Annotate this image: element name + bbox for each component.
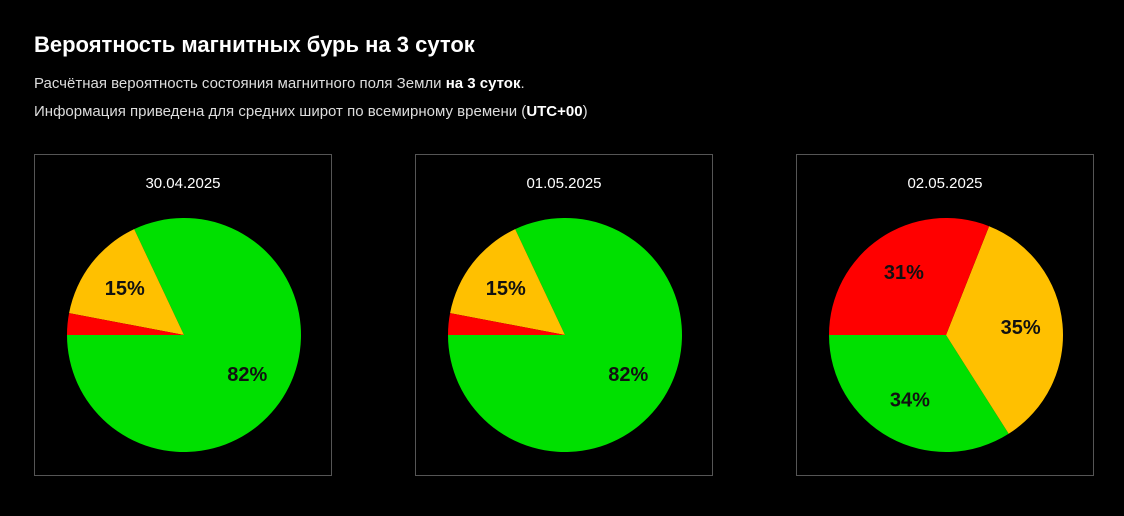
description-1-bold: на 3 суток bbox=[445, 75, 521, 92]
pie-chart: 34% 35% 31% bbox=[829, 217, 1063, 453]
forecast-card-1: 30.04.2025 82% 15% bbox=[34, 154, 332, 476]
forecast-card-3: 02.05.2025 34% 35% 31% bbox=[796, 154, 1094, 476]
pie-slice-yellow bbox=[946, 226, 1063, 434]
pie-data-label: 82% bbox=[608, 364, 648, 386]
pie-chart: 82% 15% bbox=[448, 218, 682, 453]
card-date: 01.05.2025 bbox=[526, 175, 602, 192]
pie-data-label: 15% bbox=[105, 278, 145, 300]
pie-data-label: 15% bbox=[486, 278, 526, 300]
description-2-end: ) bbox=[582, 103, 588, 120]
description-1-text: Расчётная вероятность состояния магнитно… bbox=[34, 75, 446, 92]
pie-data-label: 82% bbox=[227, 364, 267, 386]
pie-slice-yellow bbox=[69, 229, 184, 335]
forecast-card-2: 01.05.2025 82% 15% bbox=[415, 154, 713, 476]
description-2-bold: UTC+00 bbox=[526, 103, 583, 120]
pie-slice-red bbox=[448, 313, 565, 335]
description-2-text: Информация приведена для средних широт п… bbox=[34, 103, 527, 120]
pie-data-label: 34% bbox=[890, 390, 930, 412]
card-date: 30.04.2025 bbox=[145, 175, 221, 192]
pie-data-label: 31% bbox=[884, 262, 924, 284]
pie-slice-green bbox=[67, 218, 302, 453]
card-date: 02.05.2025 bbox=[907, 175, 983, 192]
pie-slice-green bbox=[448, 218, 682, 453]
pie-slice-yellow bbox=[450, 229, 565, 335]
page-title: Вероятность магнитных бурь на 3 суток bbox=[34, 32, 475, 57]
description-1-end: . bbox=[520, 75, 525, 92]
description-line-2: Информация приведена для средних широт п… bbox=[34, 102, 588, 122]
pie-slice-red bbox=[67, 313, 184, 335]
pie-slice-green bbox=[829, 335, 1009, 453]
pie-chart: 82% 15% bbox=[67, 218, 302, 453]
description-line-1: Расчётная вероятность состояния магнитно… bbox=[34, 74, 525, 94]
pie-slice-red bbox=[829, 217, 990, 335]
pie-data-label: 35% bbox=[1001, 317, 1041, 339]
